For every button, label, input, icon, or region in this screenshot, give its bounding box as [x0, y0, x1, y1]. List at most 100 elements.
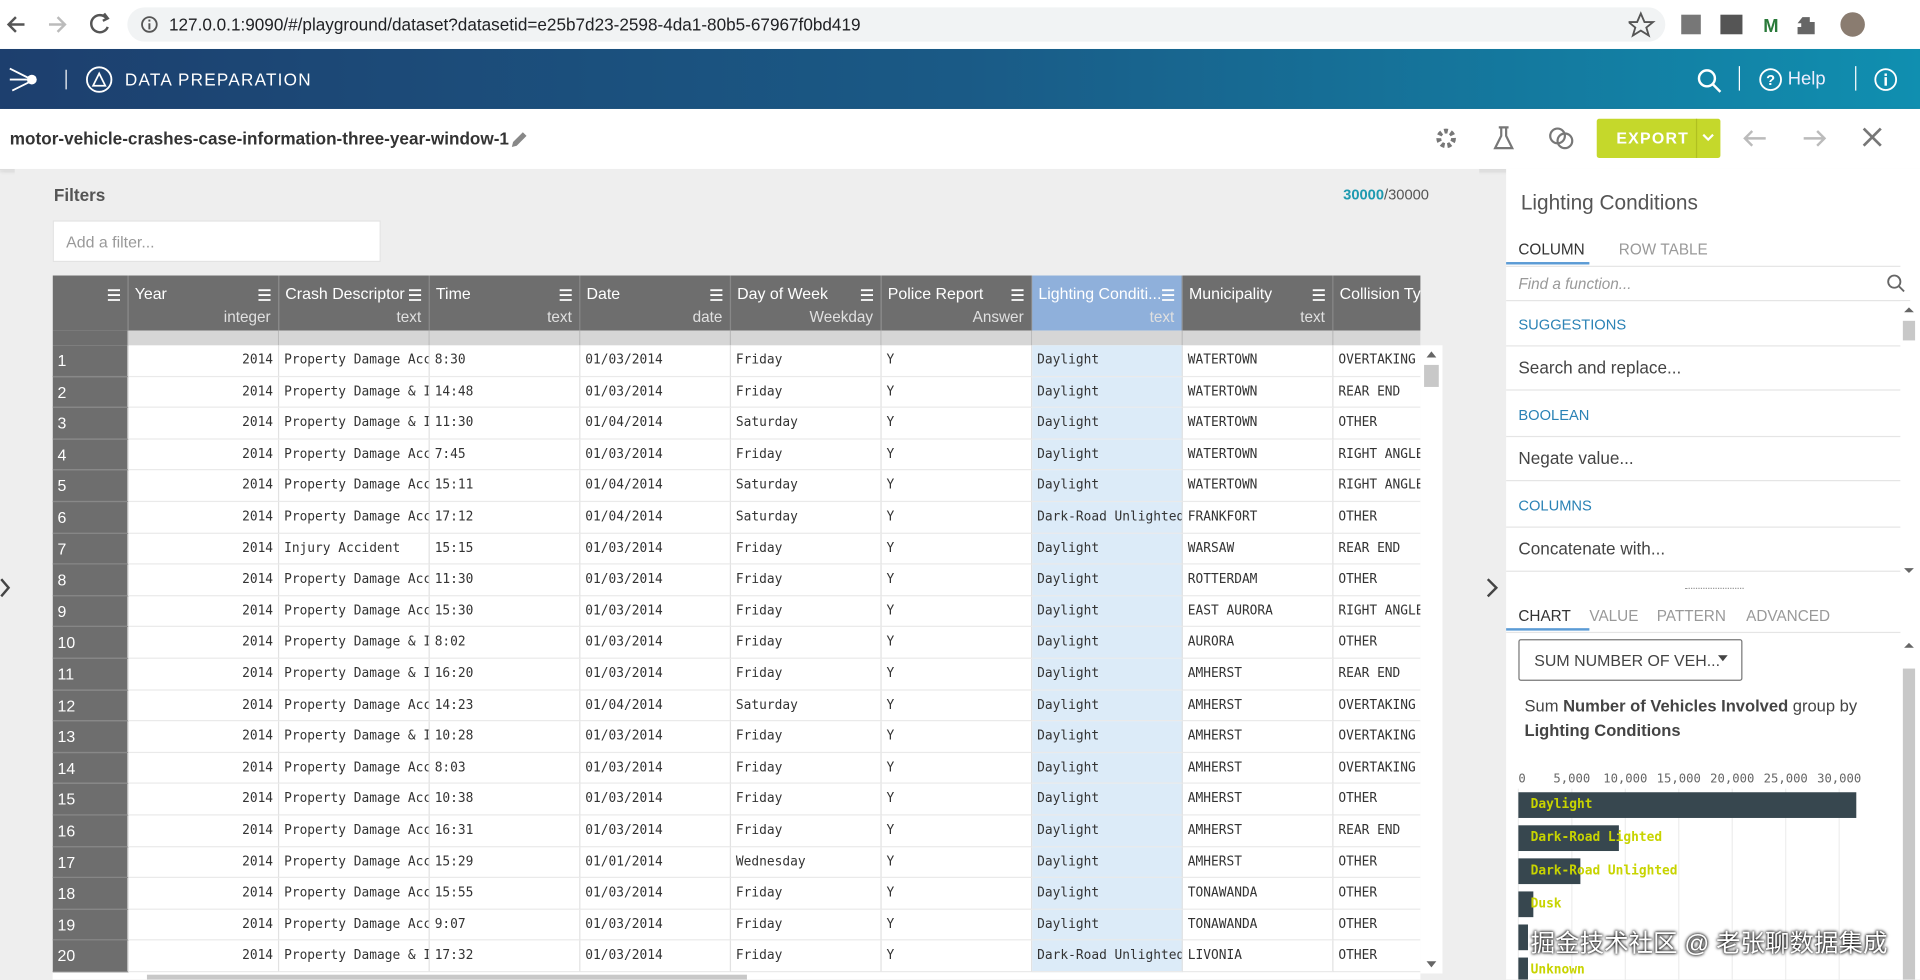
cell: 2014: [128, 815, 280, 847]
cell: 8:03: [429, 752, 581, 785]
collapse-right[interactable]: [1485, 576, 1500, 600]
cell: 01/04/2014: [580, 690, 732, 722]
function-scrollbar[interactable]: [1900, 301, 1918, 578]
grid-scrollbar[interactable]: [1420, 345, 1443, 974]
svg-text:M: M: [1763, 15, 1778, 36]
address-bar[interactable]: 127.0.0.1:9090/#/playground/dataset?data…: [127, 7, 1666, 42]
column-menu[interactable]: [107, 289, 121, 301]
cell: Friday: [731, 878, 882, 910]
cell: 11:30: [429, 564, 581, 597]
column-menu[interactable]: [408, 289, 422, 301]
cell: Y: [881, 502, 1033, 534]
help-link[interactable]: Help: [1787, 68, 1826, 90]
function-item[interactable]: Search and replace...: [1518, 357, 1682, 378]
column-type: text: [1300, 308, 1325, 326]
bar[interactable]: [1518, 792, 1857, 818]
extension-icons: M: [1628, 11, 1865, 38]
separator: [1506, 435, 1901, 438]
column-name: Day of Week: [737, 284, 828, 303]
header-cell[interactable]: Time text: [429, 275, 581, 331]
tab[interactable]: COLUMN: [1518, 241, 1585, 259]
quality-bar: [1182, 330, 1334, 346]
column-menu[interactable]: [1312, 289, 1325, 301]
bar[interactable]: [1518, 957, 1528, 980]
header-cell[interactable]: Day of Week Weekday: [731, 275, 882, 331]
column-menu[interactable]: [559, 289, 572, 301]
cell: Property Damage Acci: [279, 752, 430, 785]
function-item[interactable]: Negate value...: [1518, 448, 1634, 468]
cell: AMHERST: [1182, 658, 1334, 691]
cell: Friday: [731, 564, 882, 597]
cell: OTHER: [1333, 627, 1421, 659]
tab[interactable]: PATTERN: [1656, 607, 1726, 625]
header-cell[interactable]: Collision Type: [1333, 275, 1421, 331]
bar[interactable]: [1518, 858, 1581, 885]
quality-bar: [52, 330, 129, 346]
cell: Property Damage Acci: [279, 690, 430, 722]
cell: RIGHT ANGLE: [1333, 439, 1421, 471]
toolbar-icons: [1436, 126, 1574, 150]
column-menu[interactable]: [710, 289, 723, 301]
search-icon[interactable]: [1695, 66, 1724, 95]
cell: Daylight: [1032, 815, 1183, 847]
info-icon[interactable]: [1873, 67, 1898, 91]
cell: 10:28: [429, 721, 581, 753]
cell: OVERTAKING: [1333, 753, 1421, 785]
filter-input[interactable]: Add a filter...: [52, 220, 381, 263]
separator: [1506, 526, 1901, 528]
column-type: date: [692, 308, 723, 326]
header-cell[interactable]: Lighting Conditi... text: [1032, 275, 1183, 331]
export-button[interactable]: EXPORT: [1596, 118, 1721, 158]
column-name: Municipality: [1188, 284, 1273, 303]
tab[interactable]: ROW: [1618, 241, 1657, 259]
edit-icon[interactable]: [509, 130, 529, 150]
header-cell[interactable]: Date date: [580, 275, 732, 331]
header-cell[interactable]: Municipality text: [1182, 275, 1334, 331]
watermark: 掘金技术社区 @ 老张聊数据集成: [1530, 930, 1888, 958]
count-separator: /: [1384, 186, 1389, 204]
function-item[interactable]: Concatenate with...: [1518, 538, 1666, 559]
cell: TONAWANDA: [1182, 909, 1334, 941]
header-cell[interactable]: Crash Descriptor text: [279, 275, 430, 331]
row-number: 2: [52, 376, 129, 408]
bar-label: Unknown: [1531, 962, 1585, 977]
resize-handle[interactable]: [1684, 587, 1744, 592]
cell: 01/03/2014: [580, 752, 732, 785]
collapse-left[interactable]: [0, 576, 12, 600]
cell: OVERTAKING: [1333, 690, 1421, 722]
cell: Y: [881, 878, 1033, 910]
cell: 16:20: [429, 658, 581, 691]
column-menu[interactable]: [860, 289, 874, 301]
header-cell[interactable]: Police Report Answer: [881, 275, 1033, 331]
cell: Daylight: [1032, 690, 1183, 722]
bar-label: Daylight: [1531, 797, 1593, 812]
bar[interactable]: [1518, 825, 1619, 852]
cell: Daylight: [1032, 909, 1183, 941]
aggregate-select[interactable]: SUM NUMBER OF VEH...: [1518, 639, 1743, 681]
cell: 01/03/2014: [580, 940, 732, 973]
cell: Y: [881, 533, 1033, 565]
column-menu[interactable]: [258, 289, 271, 301]
column-menu[interactable]: [1011, 289, 1024, 301]
cell: Saturday: [731, 502, 882, 534]
bar[interactable]: [1518, 891, 1534, 918]
tab[interactable]: VALUE: [1589, 607, 1639, 625]
cell: OTHER: [1333, 408, 1421, 440]
bar[interactable]: [1518, 924, 1528, 951]
tab[interactable]: ADVANCED: [1746, 607, 1831, 625]
column-menu[interactable]: [1162, 289, 1175, 301]
column-name: Collision Type: [1339, 284, 1421, 303]
function-search[interactable]: Find a function...: [1506, 268, 1911, 302]
chart-scrollbar[interactable]: [1900, 636, 1918, 980]
cell: Y: [881, 784, 1033, 816]
cell: FRANKFORT: [1182, 502, 1334, 534]
column-name: Crash Descriptor: [285, 284, 405, 303]
horizontal-scrollbar[interactable]: [146, 974, 747, 980]
header-cell[interactable]: Year integer: [128, 275, 280, 331]
tab[interactable]: TABLE: [1660, 241, 1708, 259]
tab[interactable]: CHART: [1518, 607, 1571, 625]
cell: Saturday: [731, 407, 882, 440]
column-type: Weekday: [809, 308, 874, 326]
function-tabs: COLUMN ROW TABLE: [1506, 236, 1901, 267]
cell: Property Damage Acci: [279, 502, 430, 534]
